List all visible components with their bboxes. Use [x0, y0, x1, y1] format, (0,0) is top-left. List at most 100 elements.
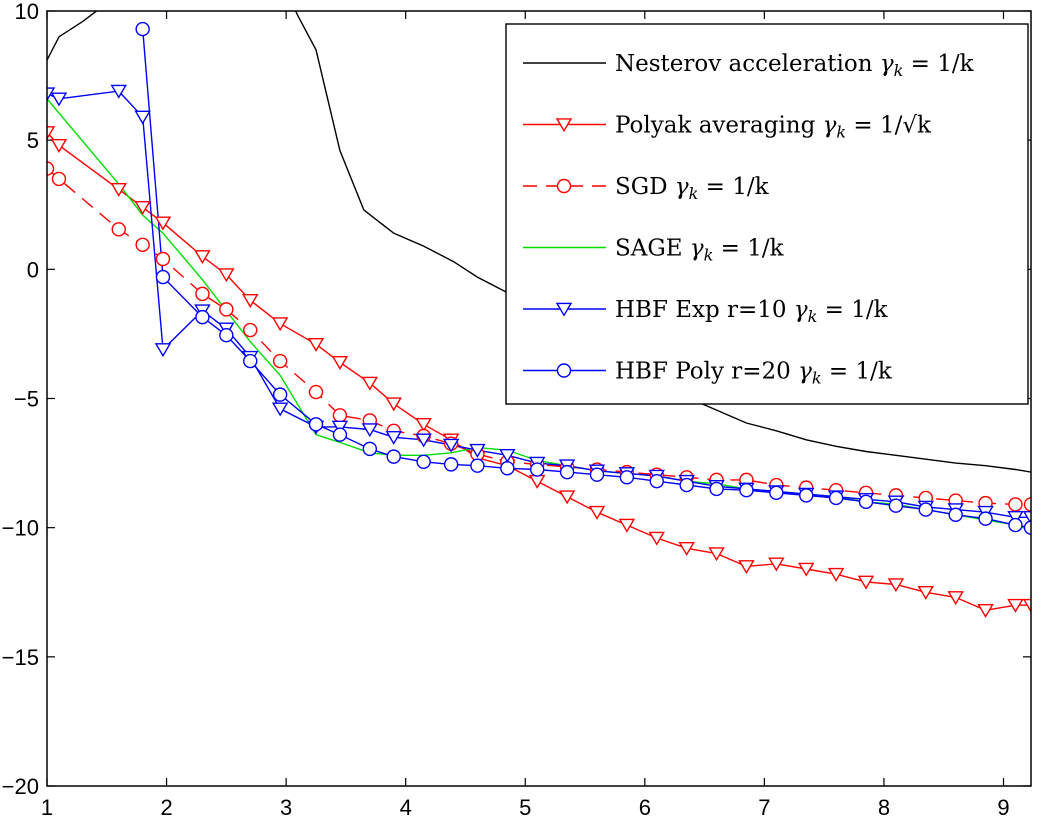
data-point-series-5	[799, 488, 814, 503]
legend-label: SAGE γk = 1/k	[615, 236, 785, 265]
data-point-series-1	[827, 567, 845, 582]
data-point-series-2	[219, 302, 234, 317]
legend-label-part: = 1/k	[903, 51, 974, 77]
data-point-series-5	[888, 498, 904, 513]
data-point-series-4	[442, 438, 460, 453]
legend-label-part: SAGE	[615, 236, 690, 262]
x-tick-label: 4	[400, 795, 412, 817]
data-point-series-4	[499, 449, 516, 464]
data-point-series-4	[154, 343, 172, 358]
plot-frame	[46, 10, 1032, 787]
data-point-series-1	[154, 216, 172, 231]
data-point-series-1	[977, 604, 994, 619]
data-point-series-1	[618, 518, 636, 533]
data-point-series-1	[708, 547, 725, 562]
data-point-series-5	[272, 387, 288, 402]
legend-swatch-marker	[555, 118, 573, 133]
data-point-series-5	[1023, 520, 1031, 535]
data-point-series-1	[307, 337, 325, 352]
data-point-series-1	[1022, 598, 1031, 613]
data-point-series-2	[1023, 497, 1031, 512]
data-point-series-4	[50, 92, 68, 107]
data-point-series-5	[308, 417, 324, 432]
data-point-series-2	[1008, 497, 1023, 512]
legend-label-part: = 1/k	[817, 297, 888, 323]
data-point-series-4	[1007, 511, 1024, 526]
legend-label-part: k	[808, 307, 818, 326]
data-point-series-2	[332, 408, 348, 423]
data-point-series-2	[135, 237, 150, 252]
data-point-series-2	[47, 161, 55, 176]
x-tick-label: 7	[758, 795, 770, 817]
legend-swatch-marker	[556, 178, 572, 194]
data-point-series-4	[385, 430, 402, 445]
data-point-series-1	[110, 182, 127, 197]
data-point-series-4	[1022, 511, 1031, 526]
data-point-series-1	[415, 418, 432, 433]
data-point-series-1	[588, 505, 606, 520]
legend-label-part: γ	[794, 297, 808, 323]
data-point-series-5	[619, 470, 635, 485]
x-tick-label: 6	[639, 795, 651, 817]
data-point-series-2	[51, 171, 67, 187]
data-point-series-2	[111, 222, 126, 237]
data-point-series-1	[797, 562, 815, 577]
legend-label-part: γ	[675, 174, 689, 200]
data-point-series-5	[559, 464, 575, 480]
data-point-series-1	[331, 356, 349, 371]
legend-label-part: γ	[798, 359, 812, 385]
legend-label-part: HBF Exp r=10	[615, 297, 794, 323]
data-point-series-4	[271, 402, 289, 417]
data-point-series-1	[528, 474, 546, 489]
data-point-series-5	[155, 269, 171, 285]
x-tick-label: 3	[280, 795, 292, 817]
data-point-series-5	[739, 483, 754, 498]
y-tick-label: −20	[2, 774, 39, 799]
legend-label-part: = 1/k	[822, 359, 893, 385]
legend-label: HBF Poly r=20 γk = 1/k	[615, 359, 893, 388]
data-point-series-5	[978, 511, 993, 526]
data-point-series-1	[678, 542, 695, 557]
legend-label-part: γ	[823, 113, 837, 139]
legend-label-part: γ	[880, 51, 894, 77]
legend-label-part: Polyak averaging	[615, 113, 823, 139]
data-point-series-5	[530, 462, 545, 477]
legend-label-part: k	[836, 123, 846, 142]
data-point-series-2	[272, 353, 288, 369]
x-tick-label: 9	[997, 795, 1009, 817]
y-tick-label: 0	[27, 257, 39, 282]
data-point-series-5	[828, 490, 844, 506]
y-tick-label: 5	[27, 128, 39, 153]
data-point-series-5	[709, 481, 724, 497]
data-point-series-5	[443, 457, 459, 472]
data-point-series-2	[155, 251, 171, 267]
data-point-series-1	[242, 294, 259, 309]
x-tick-label: 8	[878, 795, 890, 817]
y-tick-label: −15	[2, 645, 39, 670]
data-point-series-1	[134, 201, 151, 216]
data-point-series-1	[738, 560, 755, 575]
data-point-series-5	[918, 502, 933, 517]
data-point-series-5	[470, 458, 485, 473]
data-point-series-4	[469, 443, 486, 458]
data-point-series-1	[271, 317, 289, 332]
series-line-0	[47, 11, 1031, 473]
data-point-series-1	[558, 490, 576, 505]
legend-box	[505, 23, 1029, 405]
data-point-series-5	[858, 494, 874, 510]
data-point-series-1	[917, 585, 935, 600]
data-point-series-5	[243, 353, 258, 369]
data-point-series-1	[857, 575, 875, 590]
data-point-series-1	[887, 578, 905, 593]
data-point-series-5	[135, 21, 150, 37]
legend-label-part: HBF Poly r=20	[615, 359, 798, 385]
data-point-series-1	[1007, 598, 1024, 613]
data-point-series-4	[110, 84, 127, 99]
data-point-series-5	[589, 467, 605, 482]
y-tick-label: −5	[14, 387, 39, 412]
legend-label-part: γ	[690, 236, 704, 262]
data-point-series-5	[416, 454, 431, 469]
data-point-series-4	[331, 420, 349, 435]
legend-swatch-marker	[555, 302, 573, 317]
